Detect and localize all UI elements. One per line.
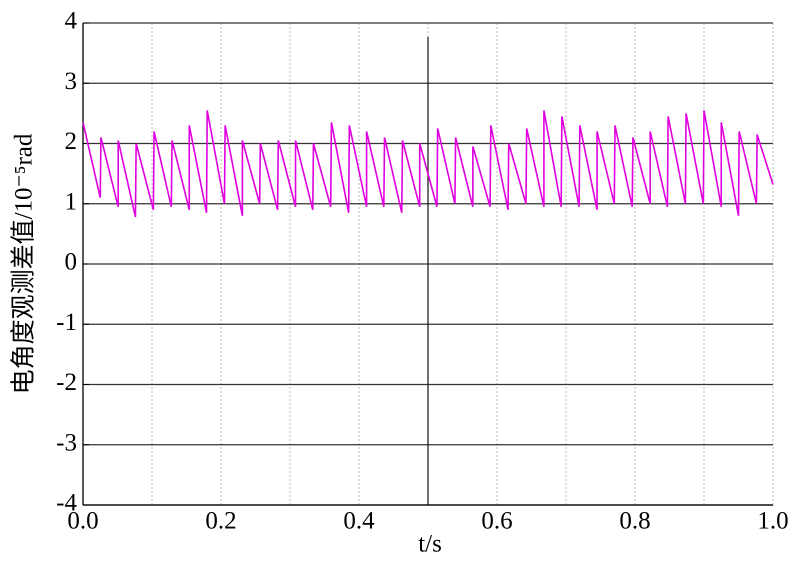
y-tick-label: -2	[56, 369, 77, 396]
y-tick-label: 0	[65, 249, 78, 276]
y-tick-label: 2	[65, 128, 78, 155]
x-tick-label: 0.8	[619, 508, 650, 535]
x-tick-label: 0.6	[481, 508, 512, 535]
y-tick-label: -3	[56, 429, 77, 456]
y-tick-label: 3	[65, 68, 78, 95]
y-tick-label: -1	[56, 309, 77, 336]
x-tick-label: 1.0	[757, 508, 788, 535]
x-tick-label: 0.2	[205, 508, 236, 535]
y-tick-label: 4	[65, 8, 78, 35]
y-tick-label: -4	[56, 490, 77, 517]
x-tick-label: 0.0	[67, 508, 98, 535]
y-tick-label: 1	[65, 188, 78, 215]
x-tick-label: 0.4	[343, 508, 375, 535]
x-axis-label: t/s	[418, 531, 442, 558]
y-axis-label: 电角度观测差值/10⁻⁵rad	[10, 133, 38, 394]
data-line	[82, 110, 774, 218]
